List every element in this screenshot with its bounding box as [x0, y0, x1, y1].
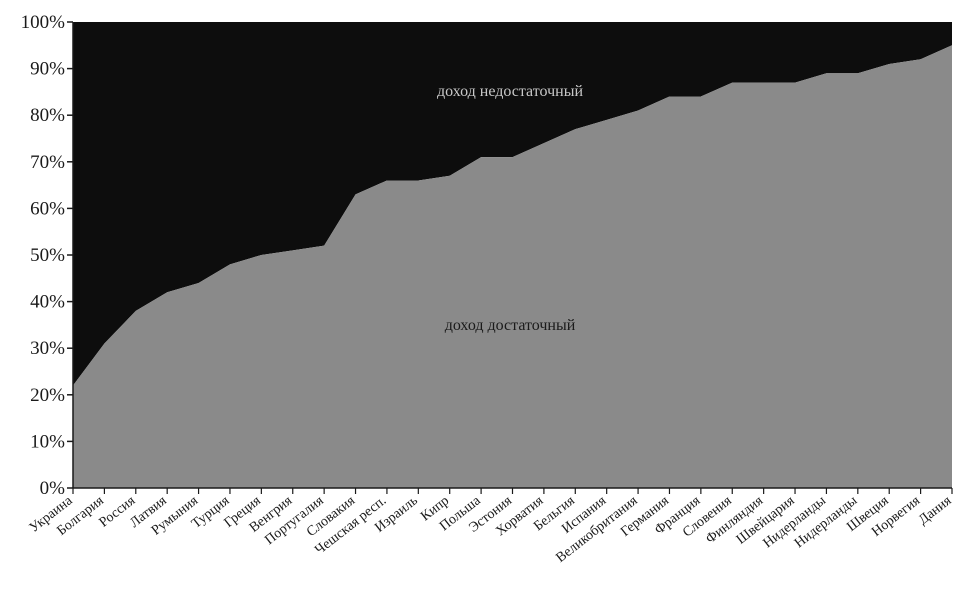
- y-tick-label: 10%: [30, 431, 65, 452]
- y-tick-label: 0%: [40, 478, 66, 499]
- area-series-sufficient: [73, 45, 952, 489]
- series-label-insufficient: доход недостаточный: [437, 83, 584, 100]
- y-tick-label: 70%: [30, 152, 65, 173]
- y-tick-label: 40%: [30, 292, 65, 313]
- y-tick-label: 30%: [30, 338, 65, 359]
- y-tick-label: 50%: [30, 245, 65, 266]
- y-tick-label: 60%: [30, 198, 65, 219]
- y-tick-label: 100%: [21, 12, 66, 33]
- y-tick-label: 80%: [30, 105, 65, 126]
- x-category-label: Дания: [916, 493, 955, 528]
- y-tick-label: 20%: [30, 385, 65, 406]
- area-series-insufficient: [73, 22, 952, 386]
- y-tick-label: 90%: [30, 59, 65, 80]
- series-label-sufficient: доход достаточный: [445, 317, 576, 334]
